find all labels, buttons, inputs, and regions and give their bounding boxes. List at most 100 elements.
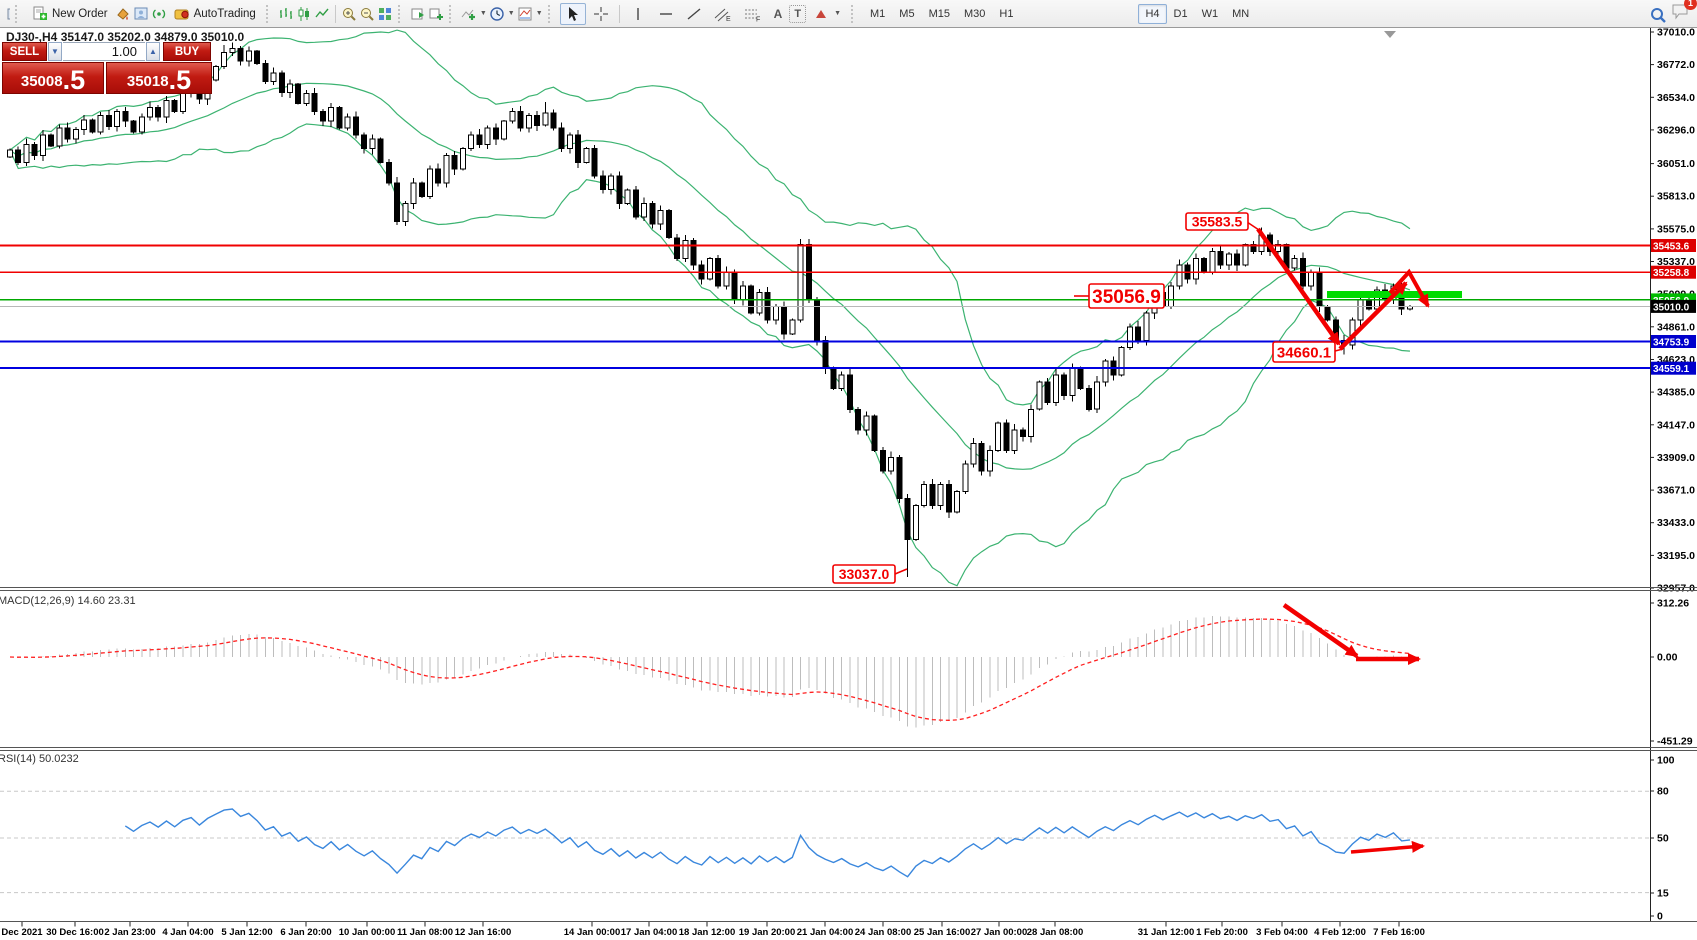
svg-text:F: F — [756, 16, 760, 22]
channel-tool[interactable]: E — [709, 3, 737, 25]
rsi-pane: 100 80 50 15 0 — [0, 755, 1675, 923]
svg-text:3 Feb 04:00: 3 Feb 04:00 — [1256, 927, 1308, 938]
timeframe-h4[interactable]: H4 — [1138, 3, 1167, 24]
zoom-out-icon[interactable] — [359, 6, 375, 22]
macd-pane: 312.26 0.00 -451.29 — [9, 598, 1693, 748]
arrows-tool[interactable]: ▼ — [808, 3, 846, 25]
cursor-tool[interactable] — [559, 2, 586, 25]
bollinger-bands-layer — [9, 29, 1411, 587]
svg-text:35258.8: 35258.8 — [1653, 268, 1690, 279]
time-axis[interactable]: Dec 2021 30 Dec 16:00 2 Jan 23:00 4 Jan 04:… — [1, 922, 1425, 938]
svg-text:80: 80 — [1657, 786, 1669, 798]
trendline-tool[interactable] — [681, 3, 707, 25]
svg-text:6 Jan 20:00: 6 Jan 20:00 — [280, 927, 331, 938]
toolbar-grip[interactable] — [15, 4, 22, 23]
clipped-icon[interactable] — [2, 6, 10, 22]
toolbar-grip[interactable] — [851, 4, 858, 23]
paint-bucket-icon[interactable] — [115, 6, 131, 22]
new-chart-icon[interactable] — [428, 6, 444, 22]
template-dropdown-caret[interactable]: ▼ — [535, 10, 543, 17]
autotrading-label: AutoTrading — [193, 7, 256, 20]
crosshair-tool[interactable] — [588, 3, 614, 25]
volume-increase-button[interactable]: ▲ — [146, 42, 160, 61]
timeframe-m1[interactable]: M1 — [870, 7, 886, 20]
tile-windows-icon[interactable] — [377, 6, 393, 22]
svg-text:10 Jan 00:00: 10 Jan 00:00 — [339, 927, 396, 938]
svg-text:5 Jan 12:00: 5 Jan 12:00 — [221, 927, 272, 938]
horizontal-line-tool[interactable] — [653, 3, 679, 25]
svg-text:30 Dec 16:00: 30 Dec 16:00 — [46, 927, 104, 938]
timeframe-m30[interactable]: M30 — [963, 7, 986, 20]
svg-text:50: 50 — [1657, 833, 1669, 845]
notifications-chat-icon[interactable]: 1 — [1671, 0, 1697, 25]
svg-text:Dec 2021: Dec 2021 — [1, 927, 43, 938]
toolbar-grip[interactable] — [265, 4, 273, 23]
signal-icon[interactable] — [151, 6, 167, 22]
search-icon[interactable] — [1649, 6, 1666, 23]
indicators-icon[interactable] — [461, 6, 477, 22]
svg-text:34861.0: 34861.0 — [1657, 321, 1695, 333]
timeframe-d1[interactable]: D1 — [1173, 7, 1188, 20]
macd-indicator-label: MACD(12,26,9) 14.60 23.31 — [0, 595, 136, 607]
svg-text:34753.9: 34753.9 — [1653, 338, 1690, 349]
text-tool[interactable]: A — [773, 6, 783, 21]
svg-text:25 Jan 16:00: 25 Jan 16:00 — [914, 927, 971, 938]
svg-text:33909.0: 33909.0 — [1657, 452, 1695, 464]
svg-text:34385.0: 34385.0 — [1657, 387, 1695, 399]
svg-text:35813.0: 35813.0 — [1657, 191, 1695, 203]
candles-layer — [7, 42, 1413, 577]
timeframe-w1[interactable]: W1 — [1201, 7, 1219, 20]
svg-text:0: 0 — [1657, 911, 1663, 923]
new-order-button[interactable]: New Order — [27, 3, 113, 25]
toolbar-grip[interactable] — [397, 4, 405, 23]
sell-button[interactable]: SELL — [2, 42, 47, 61]
svg-text:35337.0: 35337.0 — [1657, 256, 1695, 268]
toolbar-grip[interactable] — [547, 4, 555, 23]
candlestick-icon[interactable] — [296, 6, 312, 22]
profile-icon[interactable] — [133, 6, 149, 22]
rsi-indicator-label: RSI(14) 50.0232 — [0, 753, 79, 765]
new-order-label: New Order — [52, 7, 108, 20]
bar-chart-icon[interactable] — [278, 6, 294, 22]
sell-price-main: 35008 — [20, 73, 63, 90]
vertical-line-tool[interactable] — [625, 3, 651, 25]
arrows-dropdown-caret[interactable]: ▼ — [834, 10, 841, 17]
volume-decrease-button[interactable]: ▼ — [48, 42, 62, 61]
svg-text:33671.0: 33671.0 — [1657, 485, 1695, 497]
buy-price-pips: .5 — [168, 65, 192, 96]
timeframe-m15[interactable]: M15 — [928, 7, 950, 20]
svg-text:33433.0: 33433.0 — [1657, 517, 1695, 529]
svg-text:34559.1: 34559.1 — [1653, 364, 1690, 375]
svg-text:17 Jan 04:00: 17 Jan 04:00 — [621, 927, 678, 938]
period-dropdown-caret[interactable]: ▼ — [507, 10, 515, 17]
svg-text:19 Jan 20:00: 19 Jan 20:00 — [739, 927, 796, 938]
line-chart-icon[interactable] — [314, 6, 330, 22]
svg-text:35056.9: 35056.9 — [1092, 287, 1161, 308]
one-click-trading-panel: SELL ▼ ▲ BUY 35008 .5 35018 .5 — [2, 42, 214, 94]
annotations-layer: 35583.5 35056.9 34660.1 33037.0 — [832, 212, 1430, 854]
svg-text:33037.0: 33037.0 — [839, 566, 890, 582]
timeframe-h1[interactable]: H1 — [999, 7, 1014, 20]
svg-text:34660.1: 34660.1 — [1277, 344, 1331, 361]
buy-button[interactable]: BUY — [163, 42, 211, 61]
toolbar-grip[interactable] — [448, 4, 456, 23]
zoom-in-icon[interactable] — [341, 6, 357, 22]
timeframe-m5[interactable]: M5 — [899, 7, 915, 20]
fibonacci-tool[interactable]: F — [739, 3, 767, 25]
template-icon[interactable] — [517, 6, 533, 22]
period-clock-icon[interactable] — [489, 6, 505, 22]
autotrading-button[interactable]: AutoTrading — [169, 3, 261, 25]
price-axis[interactable]: 37010.0 36772.0 36534.0 36296.0 36051.0 35813… — [1650, 27, 1696, 922]
timeframe-mn[interactable]: MN — [1232, 7, 1250, 20]
buy-price[interactable]: 35018 .5 — [106, 62, 212, 94]
svg-text:35010.0: 35010.0 — [1653, 302, 1690, 313]
indicators-dropdown-caret[interactable]: ▼ — [479, 10, 487, 17]
volume-input[interactable] — [63, 42, 145, 61]
text-label-tool[interactable]: T — [789, 4, 807, 23]
svg-text:37010.0: 37010.0 — [1657, 27, 1695, 39]
sell-price[interactable]: 35008 .5 — [2, 62, 104, 94]
next-chart-icon[interactable] — [410, 6, 426, 22]
svg-text:312.26: 312.26 — [1657, 598, 1689, 610]
